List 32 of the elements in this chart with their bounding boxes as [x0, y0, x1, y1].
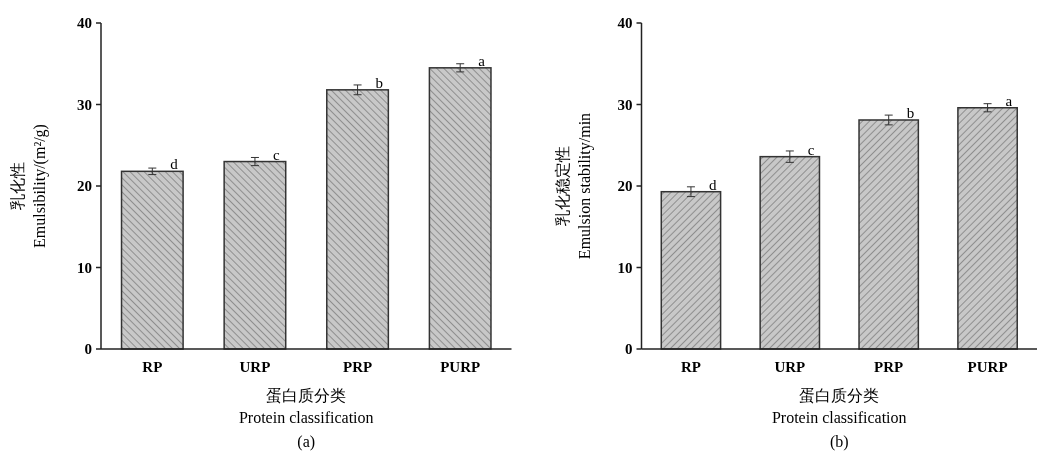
y-tick-label: 0 [84, 341, 92, 357]
y-tick-label: 20 [77, 178, 92, 194]
annotation: c [807, 141, 815, 158]
y-tick-label: 10 [617, 259, 633, 276]
x-tick-label: URP [774, 359, 806, 375]
annotation: b [906, 104, 915, 121]
x-tick-label: PRP [342, 359, 373, 375]
x-tick-label: URP [239, 359, 271, 375]
y-tick-label: 10 [77, 259, 92, 276]
text: (b) [829, 433, 849, 451]
y-tick-label: 40 [77, 15, 92, 31]
annotation: a [478, 52, 486, 69]
annotation: c [272, 146, 280, 163]
y-tick-label: 30 [617, 96, 633, 113]
y-axis-title: 乳化稳定性 Emulsion stability/min [553, 112, 594, 260]
y-tick-label: 20 [617, 178, 633, 194]
annotation: d [708, 176, 717, 193]
annotation: a [1005, 92, 1013, 109]
x-tick-label: PURP [440, 359, 481, 375]
x-axis-title: 蛋白质分类 Protein classification [771, 387, 907, 426]
y-tick-label: 0 [625, 341, 633, 357]
x-tick-label: RP [680, 359, 701, 375]
text: (a) [297, 433, 316, 451]
x-axis-title: 蛋白质分类 Protein classification [238, 387, 374, 426]
y-tick-label: 30 [77, 96, 92, 113]
x-tick-label: PRP [874, 359, 904, 375]
x-tick-label: PURP [967, 359, 1008, 375]
y-tick-label: 40 [617, 15, 633, 31]
annotation: d [170, 156, 179, 173]
annotation: b [375, 74, 384, 91]
y-axis-title: 乳化性 Emulsibility/(m²/g) [9, 124, 49, 248]
x-tick-label: RP [142, 359, 163, 375]
